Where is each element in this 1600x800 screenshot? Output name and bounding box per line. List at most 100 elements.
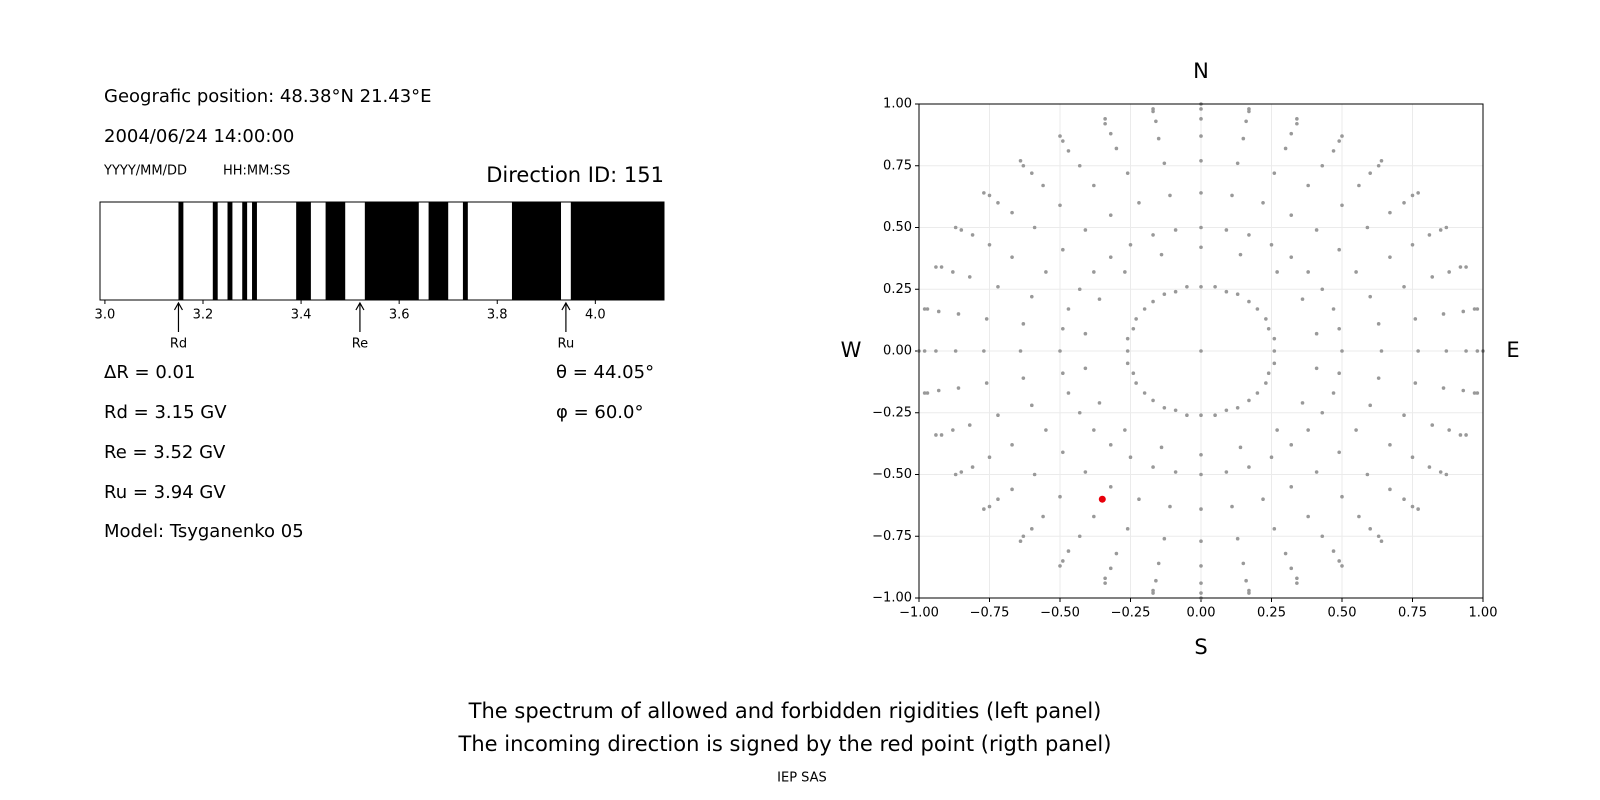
direction-point (1199, 245, 1203, 250)
direction-point (1224, 408, 1229, 413)
x-tick-label: 3.2 (193, 308, 214, 323)
direction-point (1083, 228, 1088, 232)
direction-point (956, 312, 961, 316)
direction-point (1402, 497, 1406, 502)
direction-point (1376, 376, 1381, 380)
direction-point (1337, 559, 1341, 563)
direction-point (1066, 391, 1071, 395)
direction-point (1061, 139, 1065, 143)
direction-point (1154, 578, 1158, 583)
direction-point (1224, 289, 1229, 294)
result: ΔR = 0.01 (104, 362, 195, 383)
direction-point (1032, 472, 1037, 477)
direction-point (1077, 410, 1082, 415)
direction-point (1131, 371, 1136, 376)
direction-point (1320, 287, 1325, 292)
direction-point (1108, 255, 1113, 259)
direction-point (1247, 109, 1251, 114)
forbidden-band (178, 202, 184, 300)
direction-point (1092, 270, 1096, 274)
direction-point (1464, 433, 1468, 437)
direction-point (1241, 136, 1246, 141)
direction-point (1354, 270, 1358, 274)
direction-point (1379, 539, 1384, 543)
forbidden-band (227, 202, 233, 300)
direction-point (1173, 289, 1178, 294)
direction-point (1151, 109, 1155, 114)
direction-point (1427, 465, 1432, 469)
direction-point (1083, 366, 1088, 371)
direction-point (1134, 381, 1138, 385)
direction-point (1272, 171, 1277, 175)
direction-point (982, 349, 986, 353)
result: Re = 3.52 GV (104, 442, 226, 463)
direction-point (1108, 485, 1113, 489)
direction-point (1030, 171, 1034, 175)
x-tick-label: 3.4 (291, 308, 312, 323)
direction-point (1199, 134, 1203, 138)
direction-point (1058, 349, 1062, 353)
direction-point (1185, 413, 1189, 418)
forbidden-band (296, 202, 311, 300)
direction-point (1376, 534, 1381, 539)
direction-point (953, 349, 958, 353)
direction-point (1156, 136, 1161, 141)
direction-point (1173, 470, 1178, 474)
direction-point (1402, 284, 1406, 289)
y-tick-label: 1.00 (883, 97, 912, 112)
direction-point (1151, 591, 1155, 595)
direction-point (1300, 401, 1305, 405)
direction-point (1472, 307, 1477, 311)
direction-point (1388, 487, 1392, 492)
plot-frame (918, 103, 1484, 599)
direction-point (1275, 428, 1279, 432)
direction-point (1331, 149, 1336, 153)
direction-point (1077, 163, 1082, 168)
direction-point (1235, 292, 1240, 296)
forbidden-band (462, 202, 468, 300)
direction-point (1295, 576, 1299, 581)
direction-point (1430, 423, 1435, 427)
direction-id: Direction ID: 151 (486, 163, 664, 187)
direction-point (1199, 349, 1203, 353)
direction-point (1199, 107, 1203, 111)
direction-point (1247, 591, 1251, 595)
direction-point (1077, 534, 1082, 539)
direction-point (1300, 297, 1305, 301)
y-tick-label: −0.75 (872, 529, 912, 544)
direction-point (953, 225, 958, 230)
direction-point (1416, 507, 1420, 511)
direction-point (1416, 191, 1420, 195)
compass-west: W (841, 338, 862, 362)
direction-point (1123, 270, 1127, 274)
direction-point (1108, 131, 1113, 136)
direction-point (1131, 326, 1136, 331)
direction-point (1125, 527, 1130, 531)
direction-point (1230, 504, 1234, 509)
direction-point (1151, 588, 1155, 593)
direction-point (1058, 203, 1062, 208)
direction-point (1061, 559, 1065, 563)
direction-point (1199, 539, 1203, 543)
direction-point (1464, 349, 1468, 353)
x-tick-label: 0.75 (1398, 606, 1427, 621)
direction-point (1010, 487, 1014, 492)
direction-point (1337, 139, 1341, 143)
direction-point (934, 349, 938, 353)
direction-point (1314, 366, 1319, 371)
rigidity-label: Re (352, 337, 368, 352)
footer: IEP SAS (777, 771, 827, 786)
direction-point (1368, 527, 1372, 531)
caption: The incoming direction is signed by the … (458, 732, 1112, 756)
direction-point (1475, 349, 1480, 353)
direction-point (987, 504, 992, 509)
x-tick-label: −1.00 (899, 606, 939, 621)
x-tick-label: 3.8 (487, 308, 508, 323)
direction-point (1199, 159, 1203, 163)
direction-point (1128, 455, 1133, 460)
direction-point (1066, 549, 1071, 553)
direction-point (1388, 255, 1392, 259)
direction-point (1331, 549, 1336, 553)
forbidden-band (242, 202, 248, 300)
y-tick-label: 0.50 (883, 220, 912, 235)
